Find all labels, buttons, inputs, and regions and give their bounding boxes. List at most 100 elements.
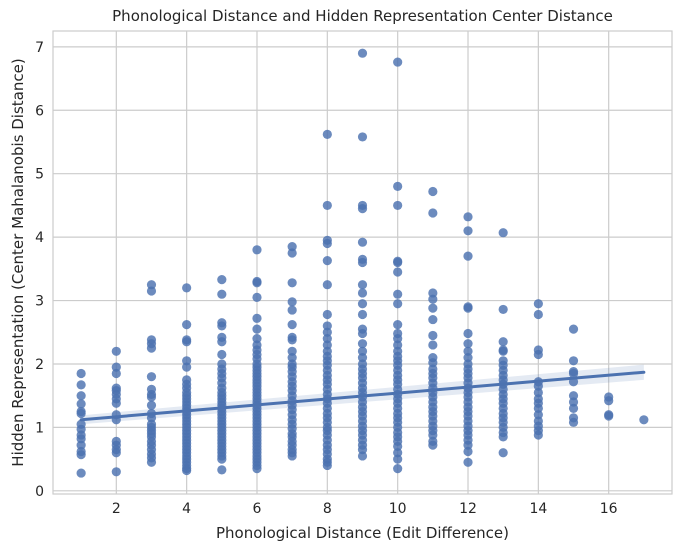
x-tick-label: 4 [182,501,191,517]
y-axis-label: Hidden Representation (Center Mahalanobi… [9,58,27,466]
regression-line-group [79,370,646,422]
data-point [428,358,438,368]
data-point [252,292,262,302]
data-point [322,238,332,249]
x-tick-label: 12 [459,501,477,517]
chart-title: Phonological Distance and Hidden Represe… [112,7,613,25]
data-point [463,440,473,450]
data-point [568,397,579,407]
data-point [568,324,579,334]
data-point [533,309,543,320]
data-point [182,362,192,372]
y-tick-label: 0 [35,484,44,500]
data-point [393,289,403,299]
data-point [111,398,121,408]
data-point [287,335,297,345]
data-point [322,309,332,320]
data-point [428,330,438,341]
data-point [568,368,579,379]
data-point [146,413,157,423]
y-tick-label: 2 [35,357,44,373]
x-tick-label: 10 [389,501,407,517]
data-point [322,200,332,211]
data-point [182,283,192,293]
data-point [498,448,508,458]
data-point [322,334,332,344]
data-point [182,465,192,476]
data-point [76,440,86,450]
data-point [498,346,508,356]
data-point [322,460,332,471]
x-tick-label: 6 [253,501,262,517]
data-point [287,320,297,330]
data-point [428,186,438,197]
y-tick-label: 5 [35,167,44,183]
data-point [533,403,543,413]
data-point [428,294,438,304]
plot-frame [52,30,673,495]
data-point [393,448,403,458]
data-point [252,464,262,474]
data-point [357,237,368,247]
data-point [393,267,403,277]
data-point [287,278,297,288]
data-point [393,340,403,350]
data-point [428,314,438,325]
data-point [568,403,579,413]
data-point [568,417,579,427]
data-point [463,226,473,236]
data-point [357,328,368,339]
data-point [322,321,332,331]
data-point [111,362,121,372]
data-point [182,356,192,366]
data-point [217,337,227,347]
data-points [76,48,649,478]
regression-line [79,370,646,422]
data-point [428,303,438,313]
data-point [146,343,157,353]
data-point [357,288,368,298]
data-point [463,339,473,349]
data-point [252,313,262,323]
data-point [357,451,368,461]
data-point [252,324,262,334]
data-point [568,391,579,401]
data-point [357,445,368,455]
data-point [146,372,157,382]
data-point [393,441,403,452]
data-point [322,340,332,350]
data-point [357,299,368,309]
data-point [463,303,473,313]
data-point [393,454,403,464]
data-point [287,451,297,461]
data-point [393,464,403,474]
data-point [463,212,473,222]
data-point [287,248,297,258]
y-tick-label: 7 [35,40,44,56]
data-point [428,340,438,350]
data-point [146,392,157,402]
y-tick-label: 3 [35,294,44,310]
data-point [463,446,473,457]
data-point [357,132,368,142]
data-point [393,320,403,330]
data-point [604,396,614,406]
data-point [498,228,508,238]
data-point [287,346,297,356]
data-point [357,309,368,320]
data-point [111,467,121,477]
data-point [217,454,227,464]
data-point [76,391,86,401]
data-point [146,457,157,467]
x-tick-labels: 2 4 6 8 10 12 14 16 [112,501,618,517]
data-point [76,450,86,460]
data-point [252,245,262,255]
data-point [357,280,368,290]
y-tick-label: 1 [35,420,44,436]
data-point [428,208,438,218]
x-axis-label: Phonological Distance (Edit Difference) [216,524,509,542]
data-point [568,356,579,366]
data-point [533,430,543,440]
data-point [76,408,86,419]
